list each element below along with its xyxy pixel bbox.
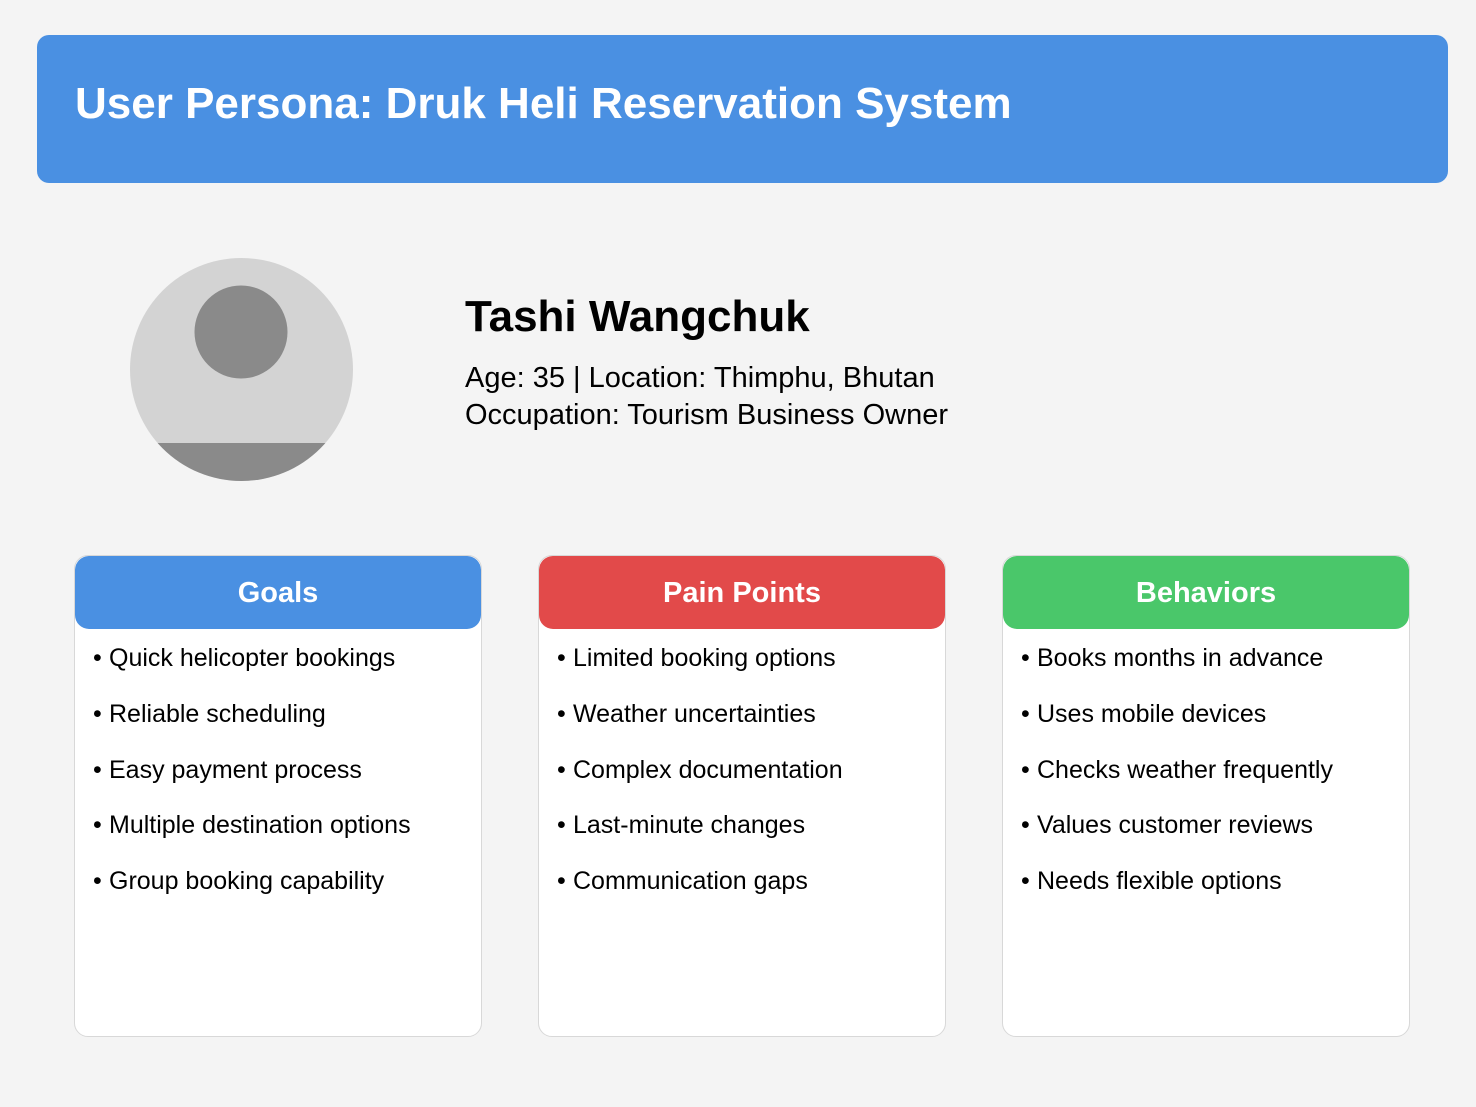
list-item: Group booking capability [93,861,411,901]
list-item: Reliable scheduling [93,694,411,734]
goals-card: Goals Quick helicopter bookings Reliable… [74,555,482,1037]
pain-points-card-title: Pain Points [663,576,821,609]
list-item: Uses mobile devices [1021,694,1333,734]
avatar-shoulders [130,443,353,481]
avatar-head [194,285,288,379]
behaviors-list: Books months in advance Uses mobile devi… [1021,638,1333,917]
list-item: Easy payment process [93,750,411,790]
list-item: Quick helicopter bookings [93,638,411,678]
page-title: User Persona: Druk Heli Reservation Syst… [75,79,1012,128]
list-item: Needs flexible options [1021,861,1333,901]
list-item: Multiple destination options [93,805,411,845]
list-item: Values customer reviews [1021,805,1333,845]
user-avatar-icon [130,258,353,481]
list-item: Communication gaps [557,861,843,901]
behaviors-card-header: Behaviors [1003,556,1409,629]
goals-card-header: Goals [75,556,481,629]
persona-occupation: Occupation: Tourism Business Owner [465,399,949,431]
persona-age-location: Age: 35 | Location: Thimphu, Bhutan [465,362,935,394]
header-banner: User Persona: Druk Heli Reservation Syst… [37,35,1448,183]
list-item: Last-minute changes [557,805,843,845]
pain-points-list: Limited booking options Weather uncertai… [557,638,843,917]
pain-points-card: Pain Points Limited booking options Weat… [538,555,946,1037]
list-item: Weather uncertainties [557,694,843,734]
behaviors-card-title: Behaviors [1135,576,1277,609]
list-item: Limited booking options [557,638,843,678]
goals-card-title: Goals [237,576,319,609]
pain-points-card-header: Pain Points [539,556,945,629]
behaviors-card: Behaviors Books months in advance Uses m… [1002,555,1410,1037]
goals-list: Quick helicopter bookings Reliable sched… [93,638,411,917]
persona-name: Tashi Wangchuk [465,292,810,341]
list-item: Checks weather frequently [1021,750,1333,790]
list-item: Complex documentation [557,750,843,790]
list-item: Books months in advance [1021,638,1333,678]
